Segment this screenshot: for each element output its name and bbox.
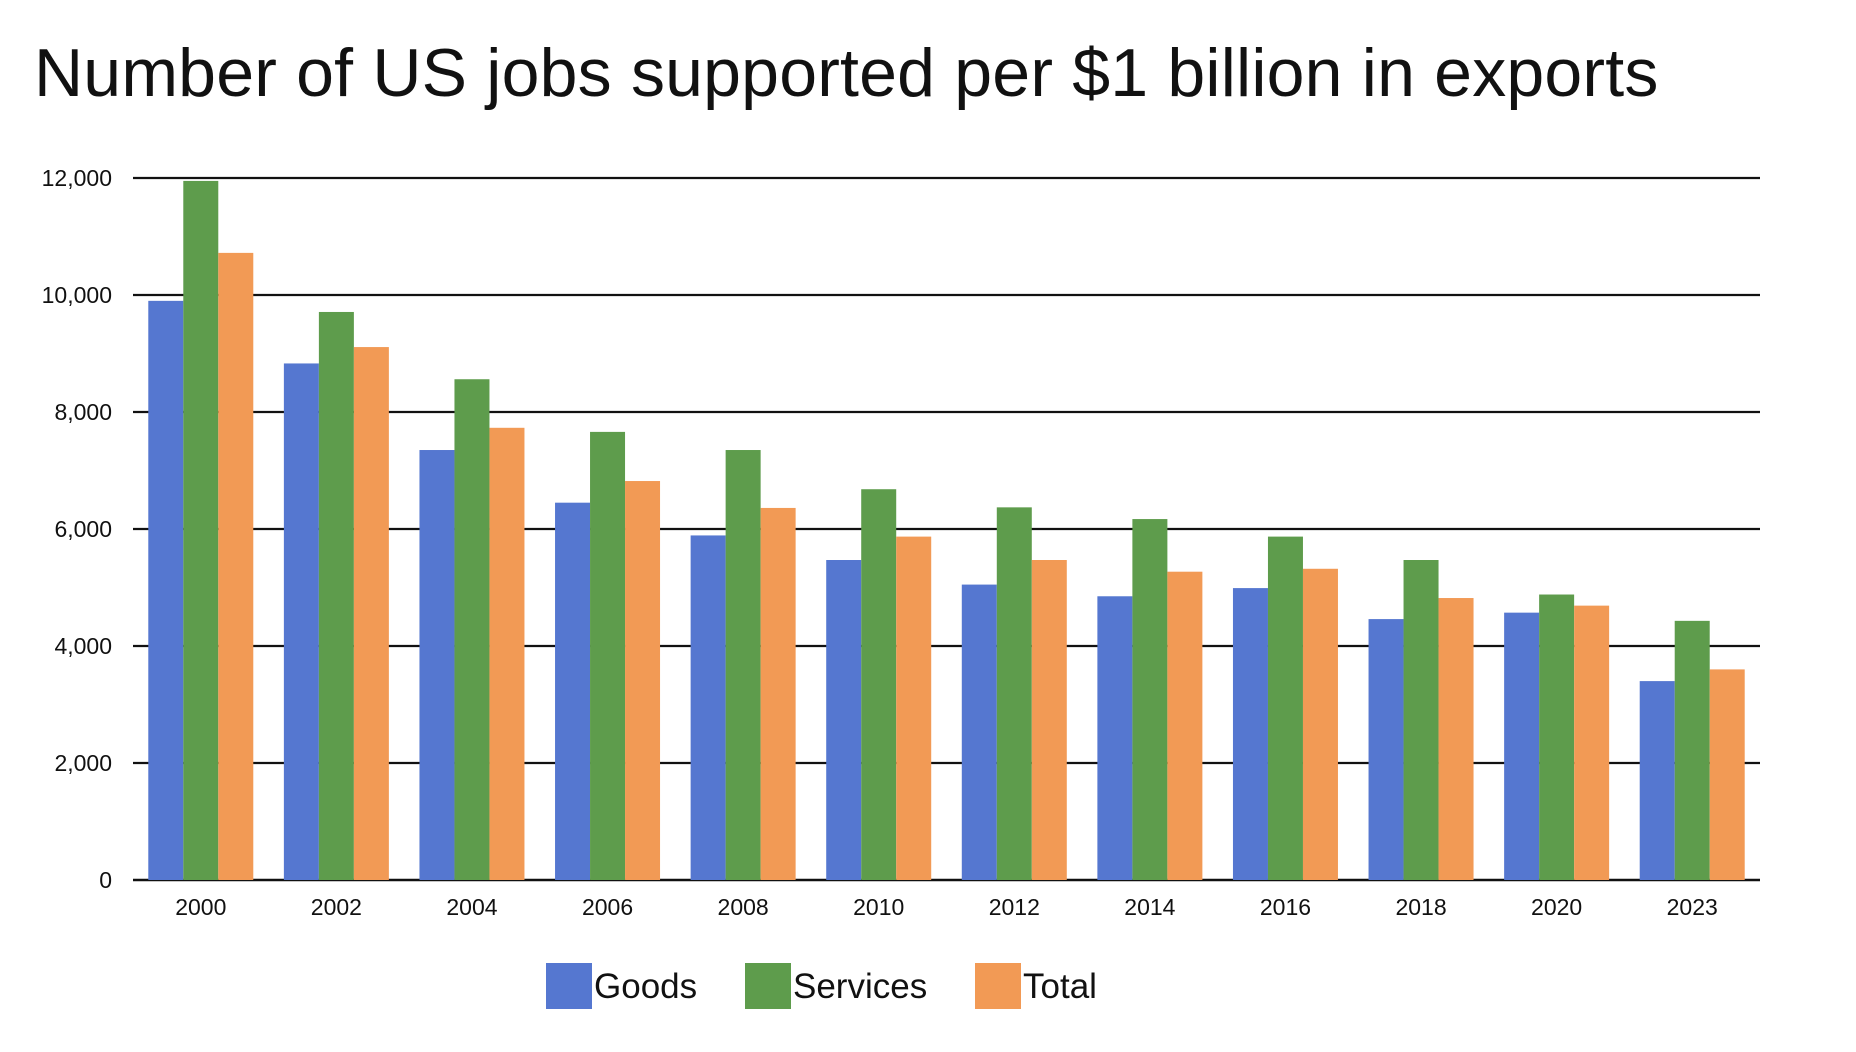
legend-label-services: Services [793, 967, 927, 1006]
x-tick-label: 2010 [853, 894, 904, 920]
y-tick-label: 2,000 [54, 750, 112, 776]
x-tick-label: 2006 [582, 894, 633, 920]
bar-services-2004 [454, 379, 490, 880]
legend-swatch-services [745, 963, 791, 1009]
bar-services-2000 [183, 180, 219, 881]
x-tick-label: 2000 [175, 894, 226, 920]
bar-total-2000 [218, 252, 254, 880]
bar-total-2012 [1031, 560, 1067, 880]
bar-services-2012 [996, 507, 1032, 880]
y-tick-label: 12,000 [42, 165, 112, 191]
x-tick-label: 2008 [718, 894, 769, 920]
bar-goods-2014 [1097, 596, 1133, 880]
x-tick-label: 2020 [1531, 894, 1582, 920]
bar-total-2004 [489, 427, 525, 880]
x-axis-ticks: 2000 2002 2004 2006 2008 2010 2012 2014 2016 2018… [175, 894, 1718, 920]
bar-services-2002 [318, 311, 354, 881]
legend-label-total: Total [1023, 967, 1097, 1006]
bar-goods-2002 [283, 363, 319, 880]
bar-services-2006 [590, 431, 626, 880]
x-tick-label: 2018 [1395, 894, 1446, 920]
bar-goods-2004 [419, 450, 455, 880]
bar-goods-2023 [1639, 681, 1675, 880]
bar-total-2023 [1709, 669, 1745, 880]
x-tick-label: 2012 [989, 894, 1040, 920]
bar-goods-2008 [690, 535, 726, 880]
bar-services-2018 [1403, 560, 1439, 880]
bars [148, 180, 1745, 881]
x-tick-label: 2004 [446, 894, 497, 920]
x-tick-label: 2014 [1124, 894, 1175, 920]
bar-goods-2000 [148, 300, 184, 881]
bar-services-2008 [725, 450, 761, 880]
bar-total-2006 [625, 481, 661, 880]
x-tick-label: 2002 [311, 894, 362, 920]
chart-title: Number of US jobs supported per $1 billi… [34, 35, 1659, 111]
bar-goods-2020 [1504, 612, 1540, 880]
bar-total-2016 [1302, 568, 1338, 880]
bar-total-2008 [760, 507, 796, 880]
bar-total-2014 [1167, 571, 1203, 880]
bar-total-2002 [353, 347, 389, 880]
x-tick-label: 2016 [1260, 894, 1311, 920]
bar-goods-2016 [1232, 588, 1268, 880]
bar-goods-2006 [555, 502, 591, 880]
bar-goods-2012 [961, 584, 997, 880]
bar-services-2016 [1267, 536, 1303, 880]
bar-services-2023 [1674, 620, 1710, 880]
x-tick-label: 2023 [1667, 894, 1718, 920]
y-tick-label: 4,000 [54, 633, 112, 659]
y-tick-label: 6,000 [54, 516, 112, 542]
bar-services-2020 [1539, 594, 1575, 880]
legend-label-goods: Goods [594, 967, 697, 1006]
bar-total-2020 [1574, 605, 1610, 880]
bar-goods-2018 [1368, 619, 1404, 880]
bar-services-2010 [861, 489, 897, 880]
bar-goods-2010 [826, 560, 862, 880]
legend: Goods Services Total [546, 963, 1097, 1009]
y-tick-label: 8,000 [54, 399, 112, 425]
bar-total-2018 [1438, 598, 1474, 880]
legend-swatch-total [975, 963, 1021, 1009]
legend-swatch-goods [546, 963, 592, 1009]
gridlines [133, 176, 1760, 882]
bar-services-2014 [1132, 519, 1168, 880]
y-tick-label: 0 [99, 867, 112, 893]
y-tick-label: 10,000 [42, 282, 112, 308]
y-axis-ticks: 0 2,000 4,000 6,000 8,000 10,000 12,000 [42, 165, 112, 893]
bar-total-2010 [896, 536, 932, 880]
